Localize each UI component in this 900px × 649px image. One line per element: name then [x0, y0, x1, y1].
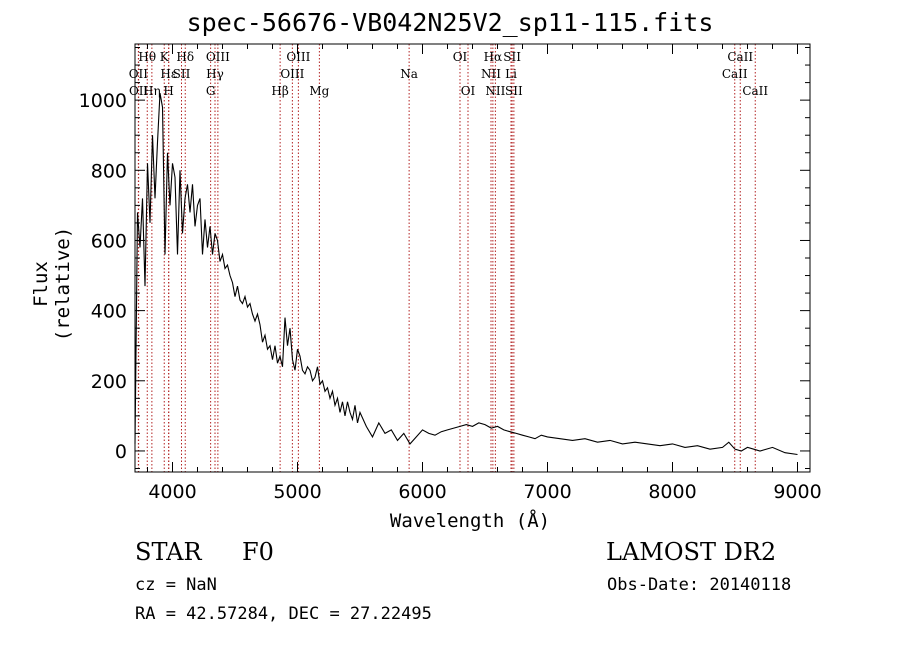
- y-tick-label: 400: [91, 301, 127, 323]
- line-label: OII: [129, 84, 149, 98]
- x-axis: 4000 5000 6000 7000 8000 9000: [147, 44, 822, 503]
- line-label: SII: [505, 84, 523, 98]
- line-label: OI: [453, 50, 468, 64]
- spectrum-series: [134, 93, 798, 456]
- plot-frame: [134, 43, 811, 473]
- line-label: OIII: [206, 50, 230, 64]
- plot-title: spec-56676-VB042N25V2_sp11-115.fits: [186, 8, 714, 37]
- line-label: Hθ: [138, 50, 156, 64]
- survey-name: LAMOST DR2: [606, 538, 777, 566]
- line-label: CaII: [742, 84, 768, 98]
- line-label: Hε: [160, 67, 177, 81]
- line-label: K: [160, 50, 170, 64]
- line-label: CaII: [727, 50, 753, 64]
- line-label: Hβ: [271, 84, 288, 98]
- line-label: Hδ: [176, 50, 194, 64]
- y-tick-label: 600: [91, 230, 127, 252]
- line-label: NII: [481, 67, 501, 81]
- x-tick-label: 7000: [523, 481, 571, 503]
- line-label: Hγ: [206, 67, 224, 81]
- line-label: Na: [400, 67, 418, 81]
- y-tick-label: 0: [115, 441, 127, 463]
- line-label: CaII: [722, 67, 748, 81]
- object-subclass: F0: [242, 538, 274, 566]
- y-axis: 0 200 400 600 800 1000: [79, 47, 810, 469]
- line-label: SII: [503, 50, 521, 64]
- line-label: NII: [485, 84, 505, 98]
- x-tick-label: 4000: [148, 481, 196, 503]
- x-axis-label: Wavelength (Å): [389, 510, 551, 532]
- y-tick-label: 800: [91, 160, 127, 182]
- object-class: STAR: [135, 538, 202, 566]
- x-tick-label: 9000: [773, 481, 821, 503]
- coordinates: RA = 42.57284, DEC = 27.22495: [135, 604, 432, 624]
- line-label: Hα: [484, 50, 503, 64]
- x-tick-label: 6000: [398, 481, 446, 503]
- line-label: Hη: [143, 84, 161, 98]
- line-label: SII: [173, 67, 191, 81]
- line-label: G: [206, 84, 216, 98]
- line-label: OIII: [280, 67, 304, 81]
- line-label: H: [163, 84, 173, 98]
- line-label: OIII: [286, 50, 310, 64]
- x-tick-label: 5000: [273, 481, 321, 503]
- line-label: Li: [505, 67, 517, 81]
- line-label: OI: [461, 84, 476, 98]
- y-tick-label: 1000: [79, 90, 127, 112]
- spectrum-line: [134, 93, 798, 456]
- observation-date: Obs-Date: 20140118: [607, 575, 792, 595]
- y-axis-label: Flux (relative): [30, 226, 74, 342]
- line-label: OII: [129, 67, 149, 81]
- x-tick-label: 8000: [648, 481, 696, 503]
- y-tick-label: 200: [91, 371, 127, 393]
- redshift-value: cz = NaN: [135, 575, 217, 595]
- spectral-line-markers: [137, 44, 756, 472]
- line-label: Mg: [309, 84, 329, 98]
